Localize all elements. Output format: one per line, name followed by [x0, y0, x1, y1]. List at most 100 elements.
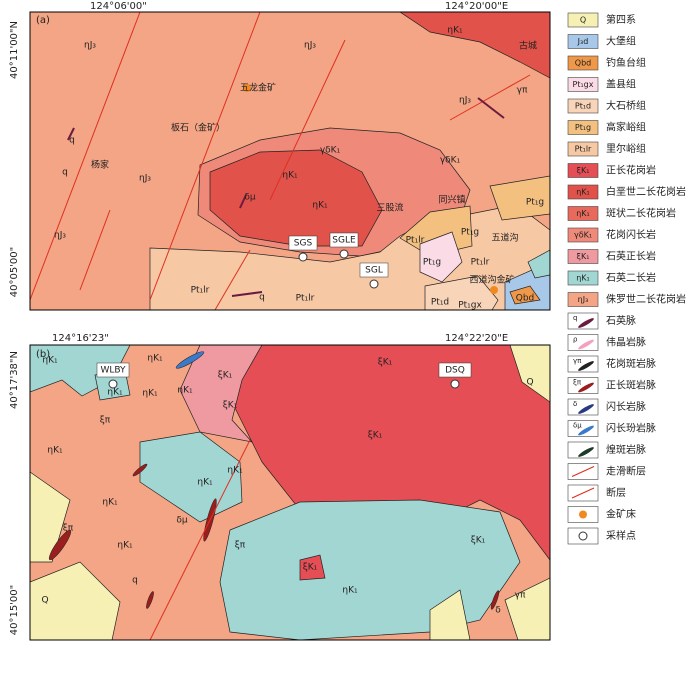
map-label: ξK₁ [378, 358, 393, 368]
rock-unit [30, 561, 121, 640]
rock-unit [30, 471, 71, 563]
map-label: ηK₁ [147, 354, 163, 364]
legend-symbol: ξK₁ [577, 166, 590, 175]
map-label: ξK₁ [368, 431, 383, 441]
legend-box [567, 398, 599, 416]
legend-fault [571, 487, 595, 499]
legend-symbol: γπ [573, 357, 582, 365]
longitude: 124°20'00"E [445, 1, 508, 12]
legend-swatch [567, 184, 599, 200]
legend-dike [578, 382, 594, 393]
map-label: SGS [294, 239, 313, 249]
rock-unit [209, 149, 383, 247]
legend-swatch [567, 249, 599, 264]
legend-label: 正长花岗岩 [606, 164, 656, 177]
legend-label: 煌斑岩脉 [606, 443, 646, 456]
legend-symbol: Pt₁gx [573, 80, 594, 89]
map-label: q [69, 136, 75, 146]
map-label: ξπ [100, 416, 111, 426]
dike [146, 591, 154, 609]
legend-symbol: γδK₁ [574, 231, 592, 240]
legend-label: 闪长岩脉 [606, 400, 646, 413]
map-label: SGL [365, 266, 383, 276]
sample-point [108, 379, 118, 389]
map-label: γπ [517, 86, 528, 96]
legend-swatch [567, 270, 599, 286]
rock-unit [527, 249, 550, 279]
legend-label: 侏罗世二长花岗岩 [606, 293, 686, 306]
map-label: Pt₁d [431, 298, 449, 308]
legend-swatch [567, 141, 599, 157]
map-label: 五道沟 [491, 232, 518, 244]
legend-symbol: ρ [573, 336, 578, 344]
map-label: q [259, 293, 265, 303]
fault [269, 39, 346, 201]
legend-label: 石英正长岩 [606, 250, 656, 263]
latitude: 40°17'38"N [9, 351, 20, 409]
map-label: ηK₁ [42, 356, 58, 366]
map-label: Pt₁gx [458, 301, 482, 311]
legend-label: 走滑断层 [606, 465, 646, 478]
map-label: q [132, 576, 138, 586]
sample-label-box [288, 235, 318, 251]
map-label: 同兴镇 [438, 194, 465, 206]
map-label: ξπ [63, 524, 74, 534]
sample-label-box [329, 232, 359, 248]
legend-box [567, 441, 599, 459]
legend-dike [578, 447, 594, 457]
map-label: Pt₁lr [191, 286, 210, 296]
dike [175, 351, 205, 369]
legend-swatch [567, 227, 599, 243]
legend-swatch [567, 120, 599, 135]
legend-fault [571, 465, 595, 478]
legend-swatch [567, 55, 599, 71]
legend-symbol: δμ [573, 422, 582, 430]
dike [490, 590, 500, 610]
rock-unit [219, 499, 521, 640]
fault [149, 12, 261, 301]
dike [239, 194, 247, 209]
legend-symbol: J₃d [577, 37, 589, 46]
legend-symbol: ηK₁ [576, 209, 590, 218]
map-label: γδK₁ [440, 156, 461, 166]
map-label: ξK₁ [303, 563, 318, 573]
legend-box [567, 312, 599, 330]
map-label: Pt₁lr [406, 236, 425, 246]
map-label: ηJ₃ [54, 231, 66, 241]
map-label: ηK₁ [177, 386, 193, 396]
map-label: ηK₁ [102, 498, 118, 508]
legend-label: 石英二长岩 [606, 271, 656, 284]
map-label: Q [41, 596, 48, 606]
legend-symbol: ηK₁ [576, 188, 590, 197]
legend-swatch [567, 34, 599, 49]
panel-label: (b) [36, 349, 50, 360]
rock-unit [504, 577, 550, 640]
map-label: ηJ₃ [84, 41, 96, 51]
map-label: ηJ₃ [304, 41, 316, 51]
map-label: 三股流 [376, 202, 403, 214]
legend-label: 钓鱼台组 [606, 56, 646, 69]
fault [449, 74, 531, 121]
map-label: δμ [244, 193, 256, 203]
legend-label: 断层 [606, 486, 626, 499]
legend-swatch [567, 77, 599, 92]
legend-swatch [567, 163, 599, 178]
map-label: ηK₁ [142, 389, 158, 399]
legend-label: 闪长玢岩脉 [606, 422, 656, 435]
map-label: 西道沟金矿 [469, 274, 514, 286]
legend-symbol: ξK₁ [577, 252, 590, 261]
map-label: Pt₁g [423, 258, 441, 268]
map-a-frame [29, 11, 551, 311]
legend-label: 大石桥组 [606, 99, 646, 112]
rock-unit [424, 275, 499, 310]
dike [67, 127, 75, 141]
legend-symbol: Qbd [575, 59, 591, 68]
sample-point [339, 249, 349, 259]
legend-swatch [567, 292, 599, 307]
legend-box [567, 420, 599, 437]
legend-symbol: Pt₁g [575, 123, 591, 132]
map-label: ηK₁ [342, 586, 358, 596]
dike [477, 97, 505, 119]
fault [214, 249, 251, 310]
